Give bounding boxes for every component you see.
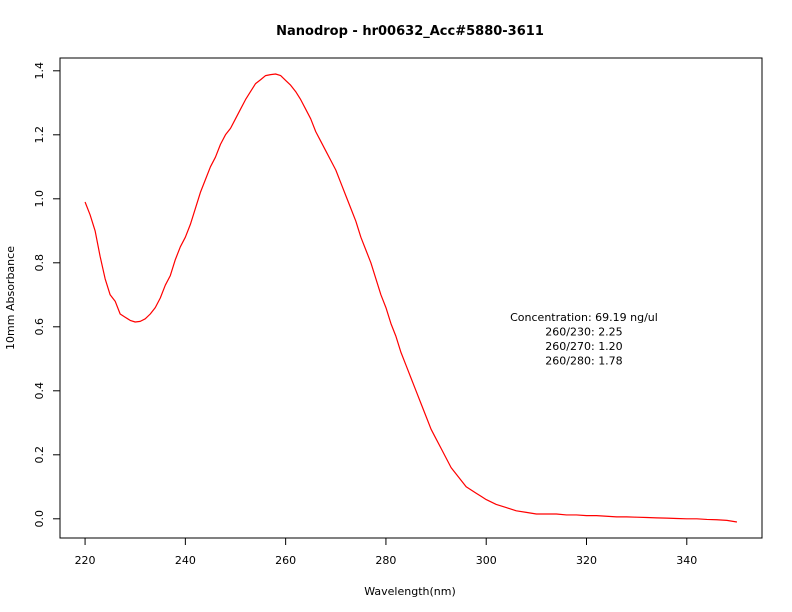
metric-value: 1.78	[598, 355, 623, 368]
x-tick-label: 300	[476, 554, 497, 567]
y-tick-label: 0.6	[33, 318, 46, 336]
plot-frame	[59, 57, 763, 539]
x-tick-label: 320	[576, 554, 597, 567]
metric-label: 260/280:	[545, 355, 598, 368]
y-axis: 0.0 0.2 0.4 0.6 0.8 1.0 1.2 1.4	[33, 62, 60, 528]
metric-line: Concentration: 69.19 ng/ul	[510, 311, 658, 324]
metric-label: Concentration:	[510, 311, 595, 324]
y-axis-label: 10mm Absorbance	[4, 246, 17, 350]
chart-title: Nanodrop - hr00632_Acc#5880-3611	[276, 24, 544, 39]
metric-value: 69.19 ng/ul	[595, 311, 658, 324]
metric-line: 260/230: 2.25	[545, 326, 622, 339]
metric-value: 2.25	[598, 326, 623, 339]
x-tick-label: 280	[375, 554, 396, 567]
x-tick-label: 260	[275, 554, 296, 567]
y-tick-label: 1.4	[33, 62, 46, 80]
y-tick-label: 0.8	[33, 254, 46, 272]
x-axis-label: Wavelength(nm)	[364, 585, 456, 598]
x-tick-label: 240	[175, 554, 196, 567]
metric-line: 260/280: 1.78	[545, 355, 622, 368]
y-tick-label: 1.0	[33, 190, 46, 208]
absorbance-series-line	[84, 73, 738, 523]
y-tick-label: 0.2	[33, 446, 46, 464]
x-tick-label: 340	[676, 554, 697, 567]
series-layer	[84, 73, 738, 523]
metric-value: 1.20	[598, 340, 623, 353]
x-tick-label: 220	[75, 554, 96, 567]
metric-label: 260/270:	[545, 340, 598, 353]
y-tick-label: 0.0	[33, 510, 46, 528]
metric-label: 260/230:	[545, 326, 598, 339]
y-tick-label: 0.4	[33, 382, 46, 400]
x-axis: 220 240 260 280 300 320 340	[75, 538, 697, 567]
metric-line: 260/270: 1.20	[545, 340, 622, 353]
y-tick-label: 1.2	[33, 126, 46, 144]
